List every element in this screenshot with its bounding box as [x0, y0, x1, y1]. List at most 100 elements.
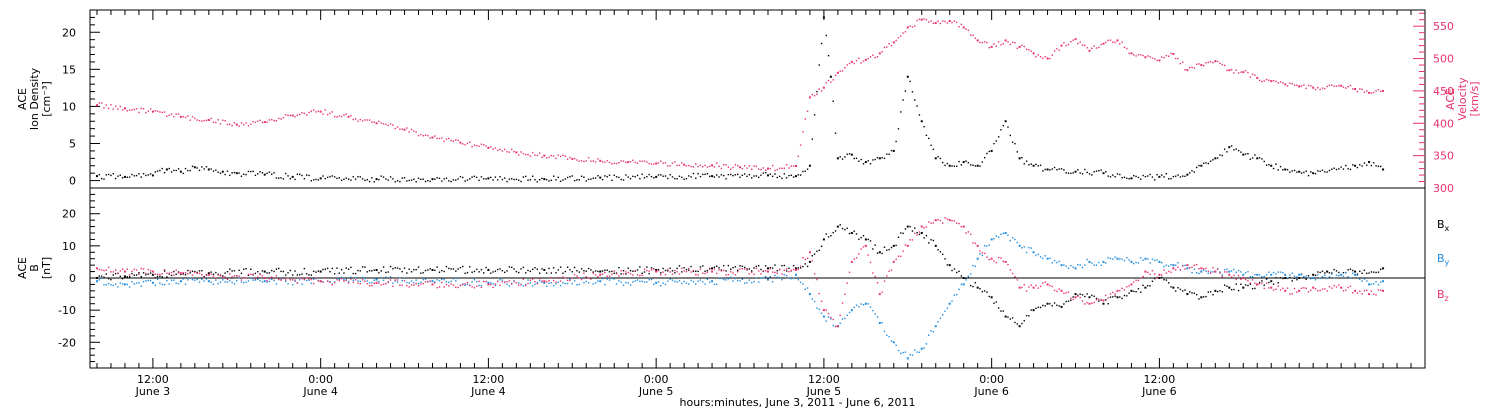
bz-point [1193, 264, 1196, 266]
velocity-point [1223, 64, 1226, 67]
ion-density-point [678, 175, 681, 177]
velocity-point [250, 123, 252, 125]
velocity-point [410, 128, 413, 131]
bz-point [156, 273, 159, 276]
bz-point [294, 279, 296, 281]
velocity-point [441, 137, 443, 139]
by-point [895, 344, 897, 346]
bx-point [462, 265, 464, 268]
bx-point [294, 270, 296, 272]
ion-density-point [538, 179, 541, 181]
bx-point [1030, 309, 1032, 311]
by-point [263, 280, 266, 283]
ion-density-point [1161, 174, 1163, 176]
by-point [210, 281, 212, 283]
velocity-point [942, 20, 944, 22]
by-point [371, 281, 373, 284]
ion-density-point [948, 164, 951, 167]
bz-point [766, 270, 769, 273]
by-point [781, 278, 783, 281]
bz-point [1233, 274, 1235, 276]
ion-density-point [1011, 141, 1014, 143]
bz-point [282, 277, 285, 280]
bz-point [1121, 287, 1123, 290]
velocity-point [1123, 46, 1126, 49]
ion-density-point [864, 161, 867, 164]
ion-density-point [946, 162, 949, 165]
bx-point [590, 269, 592, 271]
bz-point [543, 280, 546, 283]
by-point [236, 280, 238, 282]
ion-density-point [967, 162, 970, 164]
bx-point [713, 266, 716, 268]
bz-point [1074, 296, 1077, 299]
bz-point [1058, 288, 1060, 290]
bx-point [459, 266, 462, 269]
velocity-point [517, 154, 520, 156]
by-point [730, 276, 732, 279]
by-point [1282, 271, 1284, 274]
ion-density-point [147, 174, 149, 176]
bz-point [336, 278, 338, 281]
velocity-point [720, 167, 723, 170]
velocity-point [1116, 39, 1119, 42]
bz-point [506, 281, 508, 283]
velocity-point [145, 111, 147, 114]
bx-point [585, 270, 587, 272]
velocity-point [110, 104, 112, 106]
ion-density-point [1105, 171, 1107, 173]
x-tick-date: June 3 [135, 385, 170, 398]
ion-density-point [226, 170, 229, 172]
bx-point [1098, 300, 1100, 302]
bx-point [1221, 291, 1224, 293]
bz-point [501, 281, 504, 283]
by-point [925, 343, 928, 345]
bz-point [250, 273, 252, 276]
bz-point [760, 273, 762, 275]
velocity-point [597, 158, 599, 160]
by-point [660, 284, 662, 287]
velocity-point [753, 165, 755, 167]
by-point [1207, 272, 1210, 275]
bx-point [455, 270, 457, 272]
bx-point [1102, 302, 1105, 305]
bz-point [396, 279, 399, 281]
bz-point [757, 270, 760, 272]
top-right-tick-label: 550 [1433, 20, 1454, 33]
bx-point [806, 265, 809, 268]
bz-point [1067, 291, 1070, 293]
by-point [201, 278, 203, 280]
ion-density-point [820, 42, 823, 45]
bz-point [615, 273, 618, 275]
bz-point [1347, 286, 1349, 289]
bz-point [151, 270, 154, 273]
ion-density-point [1149, 173, 1151, 176]
bz-point [1023, 284, 1025, 286]
velocity-point [1242, 71, 1245, 74]
ion-density-point [909, 80, 911, 83]
bx-point [476, 268, 478, 271]
by-point [844, 317, 846, 320]
velocity-point [121, 109, 124, 111]
ion-density-point [902, 99, 904, 101]
velocity-point [583, 160, 585, 163]
bx-point [641, 272, 643, 274]
ion-density-point [916, 105, 918, 107]
x-tick-time: 0:00 [308, 373, 333, 386]
bx-point [746, 268, 748, 270]
bz-point [1209, 272, 1212, 274]
bz-point [1154, 273, 1156, 275]
by-point [1219, 271, 1221, 273]
top-left-tick-label: 10 [62, 100, 76, 113]
bz-point [681, 267, 683, 270]
velocity-point [697, 165, 699, 168]
velocity-point [627, 161, 630, 164]
velocity-point [235, 123, 238, 126]
bz-point [942, 222, 944, 224]
velocity-point [850, 60, 853, 63]
bz-point [438, 286, 441, 288]
bz-point [844, 293, 846, 296]
bz-point [1240, 278, 1242, 281]
bx-point [911, 230, 914, 232]
bx-point [524, 272, 527, 274]
